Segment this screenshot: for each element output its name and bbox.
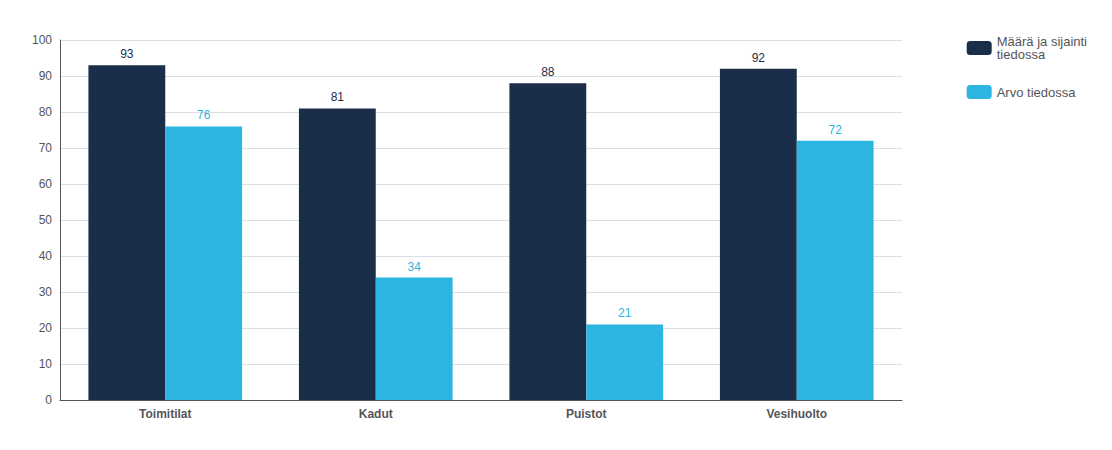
svg-text:92: 92 xyxy=(752,51,766,65)
svg-text:100: 100 xyxy=(32,33,52,47)
svg-text:Puistot: Puistot xyxy=(566,407,607,421)
svg-text:80: 80 xyxy=(39,105,53,119)
svg-text:60: 60 xyxy=(39,177,53,191)
svg-text:20: 20 xyxy=(39,321,53,335)
svg-text:88: 88 xyxy=(541,65,555,79)
svg-text:0: 0 xyxy=(45,393,52,407)
svg-text:90: 90 xyxy=(39,69,53,83)
svg-text:Arvo tiedossa: Arvo tiedossa xyxy=(997,85,1077,100)
svg-text:34: 34 xyxy=(407,260,421,274)
svg-text:76: 76 xyxy=(197,108,211,122)
svg-text:Toimitilat: Toimitilat xyxy=(139,407,191,421)
svg-text:72: 72 xyxy=(828,123,842,137)
svg-text:Kadut: Kadut xyxy=(359,407,393,421)
svg-text:70: 70 xyxy=(39,141,53,155)
svg-text:Määrä ja sijainti: Määrä ja sijainti xyxy=(996,34,1087,49)
svg-text:Vesihuolto: Vesihuolto xyxy=(766,407,827,421)
svg-text:81: 81 xyxy=(331,90,345,104)
svg-text:50: 50 xyxy=(39,213,53,227)
svg-text:30: 30 xyxy=(39,285,53,299)
svg-text:10: 10 xyxy=(39,357,53,371)
svg-text:93: 93 xyxy=(120,47,134,61)
svg-text:21: 21 xyxy=(618,306,632,320)
svg-text:40: 40 xyxy=(39,249,53,263)
svg-text:tiedossa: tiedossa xyxy=(997,47,1046,62)
